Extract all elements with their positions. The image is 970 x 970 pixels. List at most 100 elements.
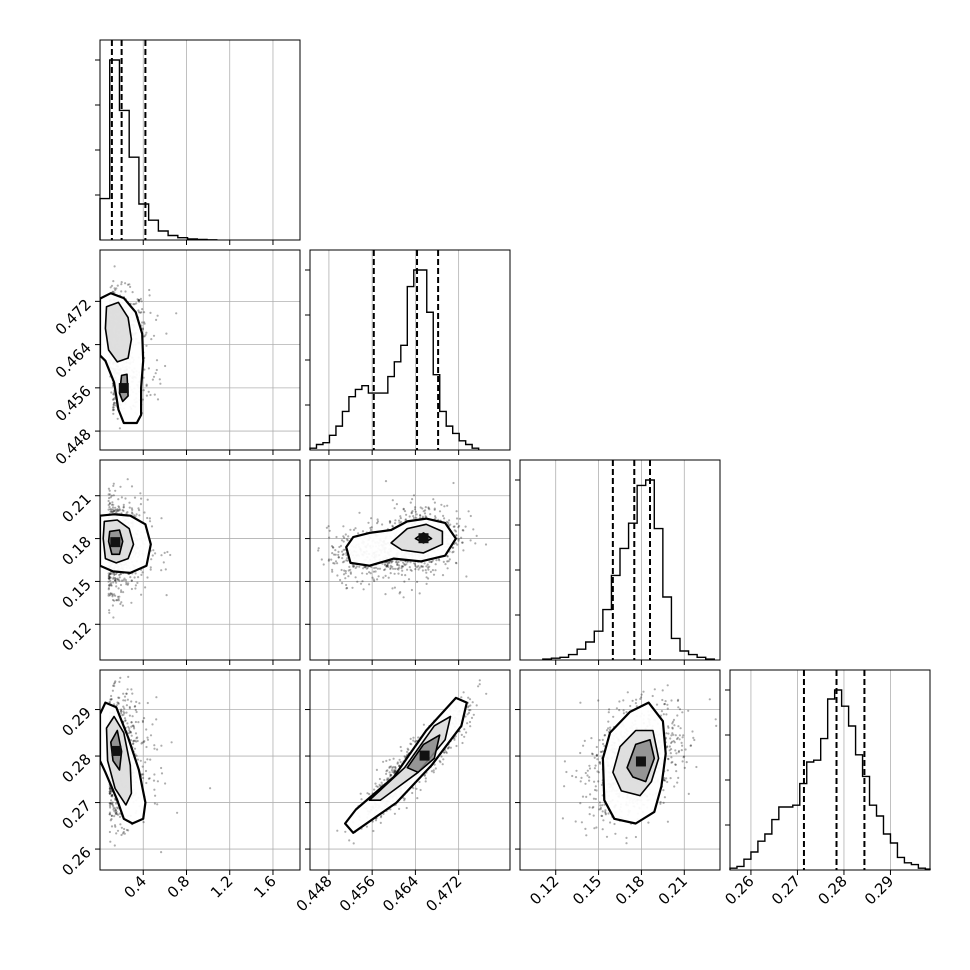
scatter-point <box>385 772 388 776</box>
scatter-point <box>120 589 123 592</box>
scatter-point <box>402 507 405 510</box>
scatter-point <box>107 594 110 597</box>
scatter-point <box>448 558 451 561</box>
scatter-point <box>423 512 427 515</box>
scatter-point <box>380 814 383 818</box>
scatter-point <box>388 766 391 769</box>
scatter-point <box>147 390 150 393</box>
scatter-point <box>120 826 123 829</box>
scatter-point <box>383 563 386 566</box>
scatter-panel <box>309 669 511 871</box>
scatter-point <box>460 733 463 737</box>
scatter-point <box>387 576 390 579</box>
scatter-point <box>419 513 422 517</box>
scatter-point <box>344 533 347 536</box>
scatter-point <box>114 577 117 581</box>
scatter-point <box>142 773 145 776</box>
scatter-point <box>133 739 137 742</box>
scatter-point <box>108 497 111 500</box>
scatter-point <box>330 558 333 561</box>
scatter-point <box>352 565 355 568</box>
scatter-point <box>126 478 129 481</box>
scatter-point <box>349 571 352 574</box>
scatter-point <box>317 549 320 552</box>
scatter-point <box>111 595 114 598</box>
scatter-point <box>386 564 389 567</box>
scatter-point <box>137 721 140 724</box>
panel-frame <box>99 459 301 661</box>
scatter-point <box>678 738 681 741</box>
scatter-point <box>667 726 670 729</box>
scatter-point <box>395 559 398 562</box>
scatter-point <box>129 730 132 734</box>
scatter-point <box>384 564 387 567</box>
scatter-points-layer <box>100 478 172 619</box>
scatter-point <box>377 575 380 578</box>
scatter-point <box>164 568 167 571</box>
scatter-point <box>123 711 126 715</box>
scatter-point <box>143 311 146 314</box>
scatter-point <box>332 546 335 549</box>
scatter-point <box>113 397 116 400</box>
scatter-point <box>455 562 458 565</box>
scatter-point <box>461 541 464 544</box>
scatter-point <box>398 521 401 524</box>
scatter-point <box>116 806 119 809</box>
scatter-point <box>386 562 389 565</box>
scatter-point <box>414 568 417 571</box>
scatter-point <box>405 563 408 566</box>
y-tick-label: 0.21 <box>58 490 94 526</box>
scatter-point <box>110 509 113 512</box>
scatter-point <box>477 685 480 688</box>
scatter-point <box>114 579 117 582</box>
scatter-point <box>387 565 390 569</box>
scatter-point <box>112 808 115 811</box>
scatter-point <box>131 512 134 515</box>
scatter-point <box>427 507 430 510</box>
scatter-point <box>440 503 443 506</box>
histogram-panel <box>99 39 301 241</box>
scatter-point <box>468 720 472 724</box>
scatter-point <box>133 727 136 730</box>
scatter-point <box>118 595 121 598</box>
scatter-point <box>126 510 129 514</box>
scatter-point <box>122 699 125 702</box>
scatter-point <box>664 700 667 703</box>
scatter-point <box>388 771 391 774</box>
scatter-point <box>406 750 409 754</box>
scatter-point <box>107 508 110 511</box>
scatter-point <box>362 567 365 570</box>
panel-frame <box>99 39 301 241</box>
scatter-point <box>478 683 481 686</box>
scatter-point <box>398 758 401 761</box>
scatter-point <box>331 546 335 549</box>
scatter-point <box>111 802 114 806</box>
scatter-point <box>152 375 156 378</box>
x-tick-label: 0.27 <box>768 872 804 908</box>
scatter-point <box>672 718 676 722</box>
scatter-point <box>417 564 420 568</box>
scatter-point <box>425 565 428 568</box>
scatter-point <box>358 565 361 568</box>
scatter-point <box>160 851 163 854</box>
scatter-point <box>110 802 113 805</box>
scatter-point <box>163 551 166 555</box>
scatter-point <box>119 823 122 826</box>
scatter-point <box>115 810 118 813</box>
scatter-point <box>112 408 115 411</box>
y-tick-label: 0.448 <box>52 425 95 468</box>
scatter-point <box>659 714 663 717</box>
scatter-panel <box>519 669 721 871</box>
density-peak <box>110 537 121 548</box>
scatter-point <box>129 576 132 579</box>
scatter-point <box>109 792 112 795</box>
scatter-point <box>112 412 115 415</box>
scatter-point <box>156 314 159 317</box>
scatter-point <box>138 702 141 705</box>
scatter-point <box>407 748 410 751</box>
scatter-point <box>115 812 118 815</box>
scatter-point <box>145 383 148 386</box>
scatter-point <box>108 700 111 703</box>
scatter-point <box>387 561 391 564</box>
